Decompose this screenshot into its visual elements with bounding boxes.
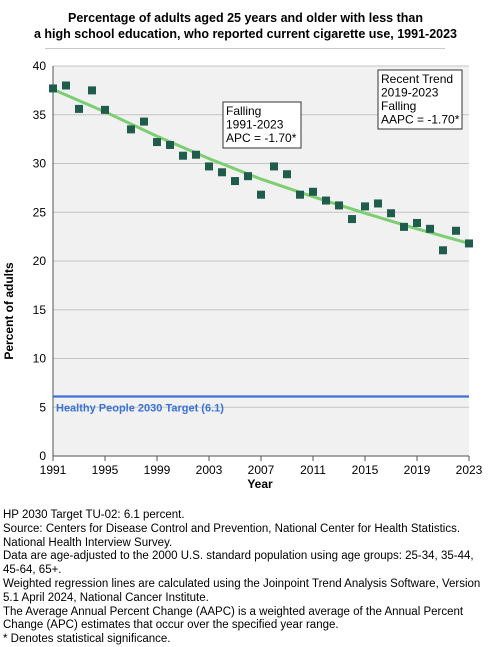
footnote: * Denotes statistical significance.: [3, 633, 171, 646]
data-point: [439, 246, 447, 255]
data-point: [166, 140, 174, 149]
scatter-chart: 0 5 10 15 20 25 30 35 40 1991 1995 1999 2003 2007 201…: [2, 59, 483, 491]
x-axis-label: Year: [247, 477, 273, 491]
x-tick-label: 2023: [456, 463, 483, 477]
data-point: [62, 81, 70, 90]
y-tick-label: 5: [39, 400, 46, 414]
annotation-frame: [377, 69, 463, 130]
data-point: [400, 222, 408, 231]
data-point: [244, 172, 252, 181]
data-point: [374, 199, 382, 208]
chart-title-line-1: Percentage of adults aged 25 years and o…: [68, 11, 423, 25]
x-tick-label: 2007: [248, 463, 275, 477]
x-tick-label: 2011: [300, 463, 326, 477]
data-point: [296, 190, 304, 199]
data-point: [465, 239, 473, 248]
data-point: [335, 201, 343, 210]
x-tick-label: 1999: [144, 463, 171, 477]
data-point: [88, 86, 96, 95]
annotation-line: 2019-2023: [381, 86, 439, 100]
data-point: [153, 138, 161, 147]
data-point: [452, 226, 460, 235]
data-point: [205, 162, 213, 171]
data-point: [218, 168, 226, 177]
y-tick-label: 10: [33, 352, 47, 366]
footnote: Data are age-adjusted to the 2000 U.S. s…: [3, 550, 474, 577]
footnote: HP 2030 Target TU-02: 6.1 percent.: [3, 509, 185, 521]
data-point: [348, 215, 356, 224]
annotation-line: AAPC = -1.70*: [381, 113, 460, 127]
footnote: The Average Annual Percent Change (AAPC)…: [3, 605, 464, 632]
data-point: [179, 151, 187, 160]
annotation-line: Falling: [381, 99, 416, 113]
y-tick-label: 20: [33, 254, 47, 268]
data-point: [49, 84, 57, 93]
annotation-line: Falling: [226, 104, 261, 118]
annotation-line: Recent Trend: [381, 72, 453, 86]
y-tick-label: 40: [33, 59, 47, 73]
y-tick-label: 25: [33, 205, 47, 219]
x-tick-label: 1995: [92, 463, 119, 477]
chart-title-line-2: a high school education, who reported cu…: [33, 27, 458, 41]
trend-line: [52, 88, 470, 245]
axes: [52, 66, 470, 461]
y-tick-label: 15: [33, 303, 47, 317]
data-point: [101, 105, 109, 114]
y-tick-label: 35: [33, 108, 47, 122]
x-tick-label: 2003: [196, 463, 223, 477]
x-tick-labels: 1991 1995 1999 2003 2007 2011 2015 2019 2023: [40, 463, 483, 477]
annotation-line: APC = -1.70*: [226, 131, 297, 145]
data-point: [426, 224, 434, 233]
data-point: [257, 190, 265, 199]
data-point: [270, 162, 278, 171]
data-point: [140, 117, 148, 126]
footnotes: HP 2030 Target TU-02: 6.1 percent. Source…: [3, 509, 489, 647]
y-axis-label: Percent of adults: [2, 262, 16, 360]
x-tick-label: 1991: [40, 463, 67, 477]
target-line-label: Healthy People 2030 Target (6.1): [56, 403, 224, 415]
x-tick-label: 2015: [352, 463, 379, 477]
y-tick-label: 30: [33, 157, 47, 171]
x-tick-label: 2019: [404, 463, 431, 477]
data-point: [361, 202, 369, 211]
data-point: [75, 104, 83, 113]
footnote: Source: Centers for Disease Control and …: [3, 522, 461, 549]
y-tick-labels: 0 5 10 15 20 25 30 35 40: [33, 59, 47, 463]
data-point: [322, 196, 330, 205]
data-point: [387, 209, 395, 218]
data-points: [49, 81, 473, 255]
data-point: [309, 187, 317, 196]
title-divider: [45, 48, 445, 49]
data-point: [192, 150, 200, 159]
y-tick-label: 0: [39, 449, 46, 463]
data-point: [413, 218, 421, 227]
data-point: [231, 177, 239, 186]
annotation-line: 1991-2023: [226, 118, 284, 132]
footnote: Weighted regression lines are calculated…: [3, 577, 481, 604]
data-point: [127, 125, 135, 134]
data-point: [283, 170, 291, 179]
chart-title: Percentage of adults aged 25 years and o…: [0, 10, 491, 42]
annotation-frame: [222, 101, 302, 149]
